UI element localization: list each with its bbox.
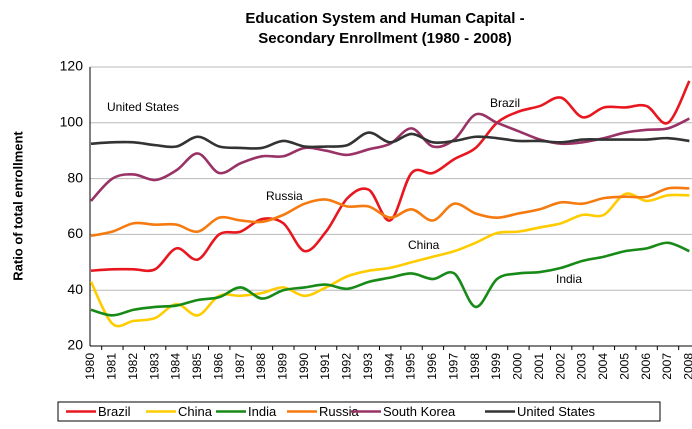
x-tick-label: 1988 xyxy=(254,353,268,380)
y-tick-label: 80 xyxy=(67,169,83,185)
x-tick-label: 2004 xyxy=(596,353,610,380)
x-tick-label: 1989 xyxy=(276,353,290,380)
x-tick-label: 2006 xyxy=(639,353,653,380)
y-tick-label: 20 xyxy=(67,337,83,353)
legend-label: United States xyxy=(517,404,596,419)
series-line xyxy=(90,131,690,150)
y-tick-label: 100 xyxy=(60,114,84,130)
x-tick-label: 1999 xyxy=(489,353,503,380)
x-tick-label: 1996 xyxy=(425,353,439,380)
y-tick-label: 60 xyxy=(67,225,83,241)
series-line xyxy=(90,80,691,273)
annotation: India xyxy=(556,272,582,286)
x-tick-label: 1998 xyxy=(468,353,482,380)
x-tick-label: 1987 xyxy=(233,353,247,380)
x-tick-label: 1980 xyxy=(83,353,97,380)
x-tick-label: 1983 xyxy=(147,353,161,380)
x-tick-label: 2008 xyxy=(682,353,692,380)
annotation: United States xyxy=(107,100,179,114)
x-tick-label: 1981 xyxy=(105,353,119,380)
legend-label: India xyxy=(248,404,277,419)
x-tick-label: 2007 xyxy=(660,353,674,380)
series-line xyxy=(89,192,690,328)
legend-label: Russia xyxy=(319,404,360,419)
x-tick-label: 1990 xyxy=(297,353,311,380)
chart-title: Secondary Enrollment (1980 - 2008) xyxy=(258,30,511,47)
legend-label: China xyxy=(178,404,213,419)
x-tick-label: 1997 xyxy=(446,353,460,380)
annotation: China xyxy=(408,238,440,252)
x-tick-label: 1986 xyxy=(211,353,225,380)
x-tick-label: 1985 xyxy=(190,353,204,380)
x-tick-label: 1984 xyxy=(169,353,183,380)
x-tick-label: 1992 xyxy=(340,353,354,380)
x-tick-label: 2000 xyxy=(511,353,525,380)
y-tick-label: 120 xyxy=(60,58,84,74)
x-tick-label: 1991 xyxy=(318,353,332,380)
series-line xyxy=(90,241,690,317)
x-tick-label: 1995 xyxy=(404,353,418,380)
x-tick-label: 2005 xyxy=(617,353,631,380)
annotation: Russia xyxy=(266,189,303,203)
x-tick-label: 2003 xyxy=(575,353,589,380)
x-tick-label: 2001 xyxy=(532,353,546,380)
y-tick-label: 40 xyxy=(67,281,83,297)
series-line xyxy=(90,112,690,202)
x-tick-label: 2002 xyxy=(553,353,567,380)
y-axis-label: Ratio of total enrollment xyxy=(10,131,25,281)
legend-label: Brazil xyxy=(98,404,131,419)
annotation: Brazil xyxy=(490,96,520,110)
x-tick-label: 1993 xyxy=(361,353,375,380)
series-line xyxy=(90,186,690,238)
chart-title: Education System and Human Capital - xyxy=(245,10,524,27)
x-tick-label: 1982 xyxy=(126,353,140,380)
legend-label: South Korea xyxy=(383,404,456,419)
x-tick-label: 1994 xyxy=(382,353,396,380)
